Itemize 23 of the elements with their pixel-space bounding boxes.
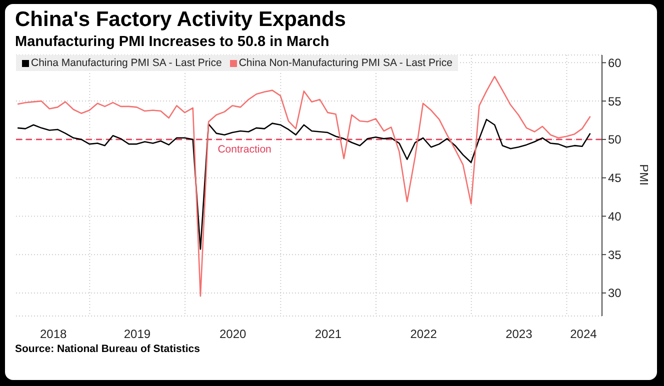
x-tick-label: 2018 (40, 327, 68, 341)
x-tick-label: 2019 (124, 327, 151, 341)
x-tick-label: 2022 (410, 327, 438, 341)
ref-line-label: Contraction (218, 143, 272, 156)
chart-subtitle: Manufacturing PMI Increases to 50.8 in March (15, 34, 330, 50)
y-tick-label: 40 (608, 209, 622, 224)
y-tick-label: 60 (608, 56, 622, 70)
legend-label: China Manufacturing PMI SA - Last Price (31, 57, 222, 69)
y-tick-label: 35 (608, 248, 622, 262)
y-tick-label: 45 (608, 171, 622, 186)
chart-title: China's Factory Activity Expands (15, 8, 346, 32)
y-axis-title: PMI (636, 164, 651, 186)
y-tick-label: 50 (608, 132, 622, 147)
x-tick-label: 2021 (314, 327, 342, 341)
source-note: Source: National Bureau of Statistics (15, 343, 200, 355)
x-tick-label: 2020 (219, 327, 247, 341)
line-series (16, 118, 591, 250)
x-tick-label: 2023 (506, 327, 533, 341)
x-tick-label: 2024 (570, 327, 598, 341)
line-series (16, 76, 591, 297)
y-tick-label: 55 (608, 94, 622, 108)
y-tick-label: 30 (608, 286, 622, 300)
legend-label: China Non-Manufacturing PMI SA - Last Price (238, 57, 452, 69)
